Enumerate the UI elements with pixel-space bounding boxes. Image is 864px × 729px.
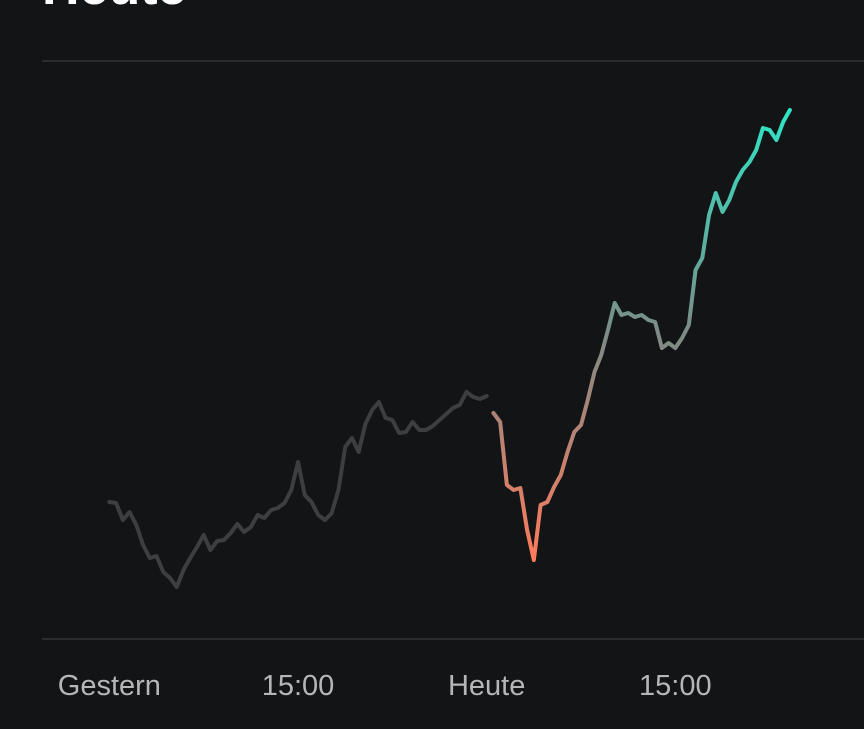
x-tick-label: 15:00: [639, 670, 712, 702]
price-line: [491, 108, 792, 562]
x-tick-label: Gestern: [58, 670, 161, 702]
header-title: Heute: [42, 0, 186, 16]
price-line: [107, 390, 489, 589]
x-tick-label: Heute: [448, 670, 525, 702]
x-tick-label: 15:00: [262, 670, 335, 702]
